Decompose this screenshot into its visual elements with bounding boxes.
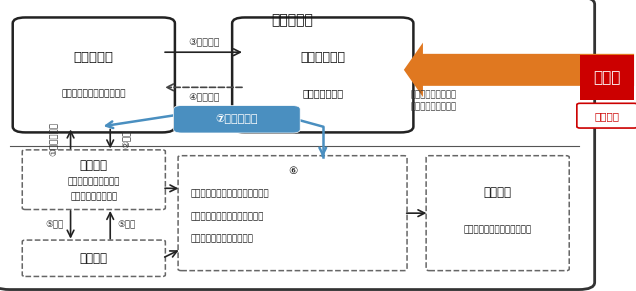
- Text: ⑤契約: ⑤契約: [117, 220, 135, 229]
- Text: 受　注　者: 受 注 者: [272, 13, 314, 27]
- Polygon shape: [404, 42, 634, 97]
- Text: 都道府県知事: 都道府県知事: [300, 51, 345, 64]
- Text: ⑤告知: ⑤告知: [46, 220, 64, 229]
- Text: ・分別解体等、再資源化等の実施: ・分別解体等、再資源化等の実施: [191, 190, 270, 199]
- Text: 今回創設: 今回創設: [595, 111, 619, 121]
- Text: ①書面で説明: ①書面で説明: [50, 122, 59, 156]
- FancyBboxPatch shape: [426, 156, 569, 271]
- FancyBboxPatch shape: [577, 103, 636, 128]
- Text: （特定行政庁）: （特定行政庁）: [302, 88, 343, 99]
- FancyBboxPatch shape: [174, 106, 300, 133]
- Text: 発　注　者: 発 注 者: [74, 51, 114, 64]
- Text: 元請業者: 元請業者: [483, 187, 512, 200]
- Text: （再資源化等の完了の確認）: （再資源化等の完了の確認）: [464, 226, 532, 235]
- FancyBboxPatch shape: [0, 0, 595, 290]
- FancyBboxPatch shape: [13, 17, 175, 132]
- Text: ⑦書面で報告: ⑦書面で報告: [216, 114, 258, 124]
- Text: ④変更命令: ④変更命令: [188, 93, 219, 102]
- Text: ②契約: ②契約: [121, 130, 130, 148]
- FancyBboxPatch shape: [22, 150, 165, 210]
- Text: 下請負人: 下請負人: [80, 252, 108, 265]
- Text: ③事前届出: ③事前届出: [188, 38, 219, 47]
- FancyBboxPatch shape: [232, 17, 413, 132]
- FancyBboxPatch shape: [178, 156, 407, 271]
- Text: ⑥: ⑥: [288, 166, 297, 175]
- Bar: [580, 55, 634, 100]
- Text: ・技術管理者による施工の管理: ・技術管理者による施工の管理: [191, 212, 265, 221]
- Text: （分別解体等の計画作成）: （分別解体等の計画作成）: [62, 89, 126, 98]
- Text: 事項に関する書面）: 事項に関する書面）: [70, 192, 118, 201]
- Text: 元請業者: 元請業者: [80, 159, 108, 172]
- FancyBboxPatch shape: [22, 240, 165, 276]
- Text: 助言・勧告、命令、
報告徴収、立入検査: 助言・勧告、命令、 報告徴収、立入検査: [410, 90, 457, 112]
- Text: 報　告: 報 告: [593, 70, 621, 85]
- Text: ・現場における標識の掲示: ・現場における標識の掲示: [191, 235, 254, 244]
- Text: （対象建設工事の届出: （対象建設工事の届出: [67, 177, 120, 186]
